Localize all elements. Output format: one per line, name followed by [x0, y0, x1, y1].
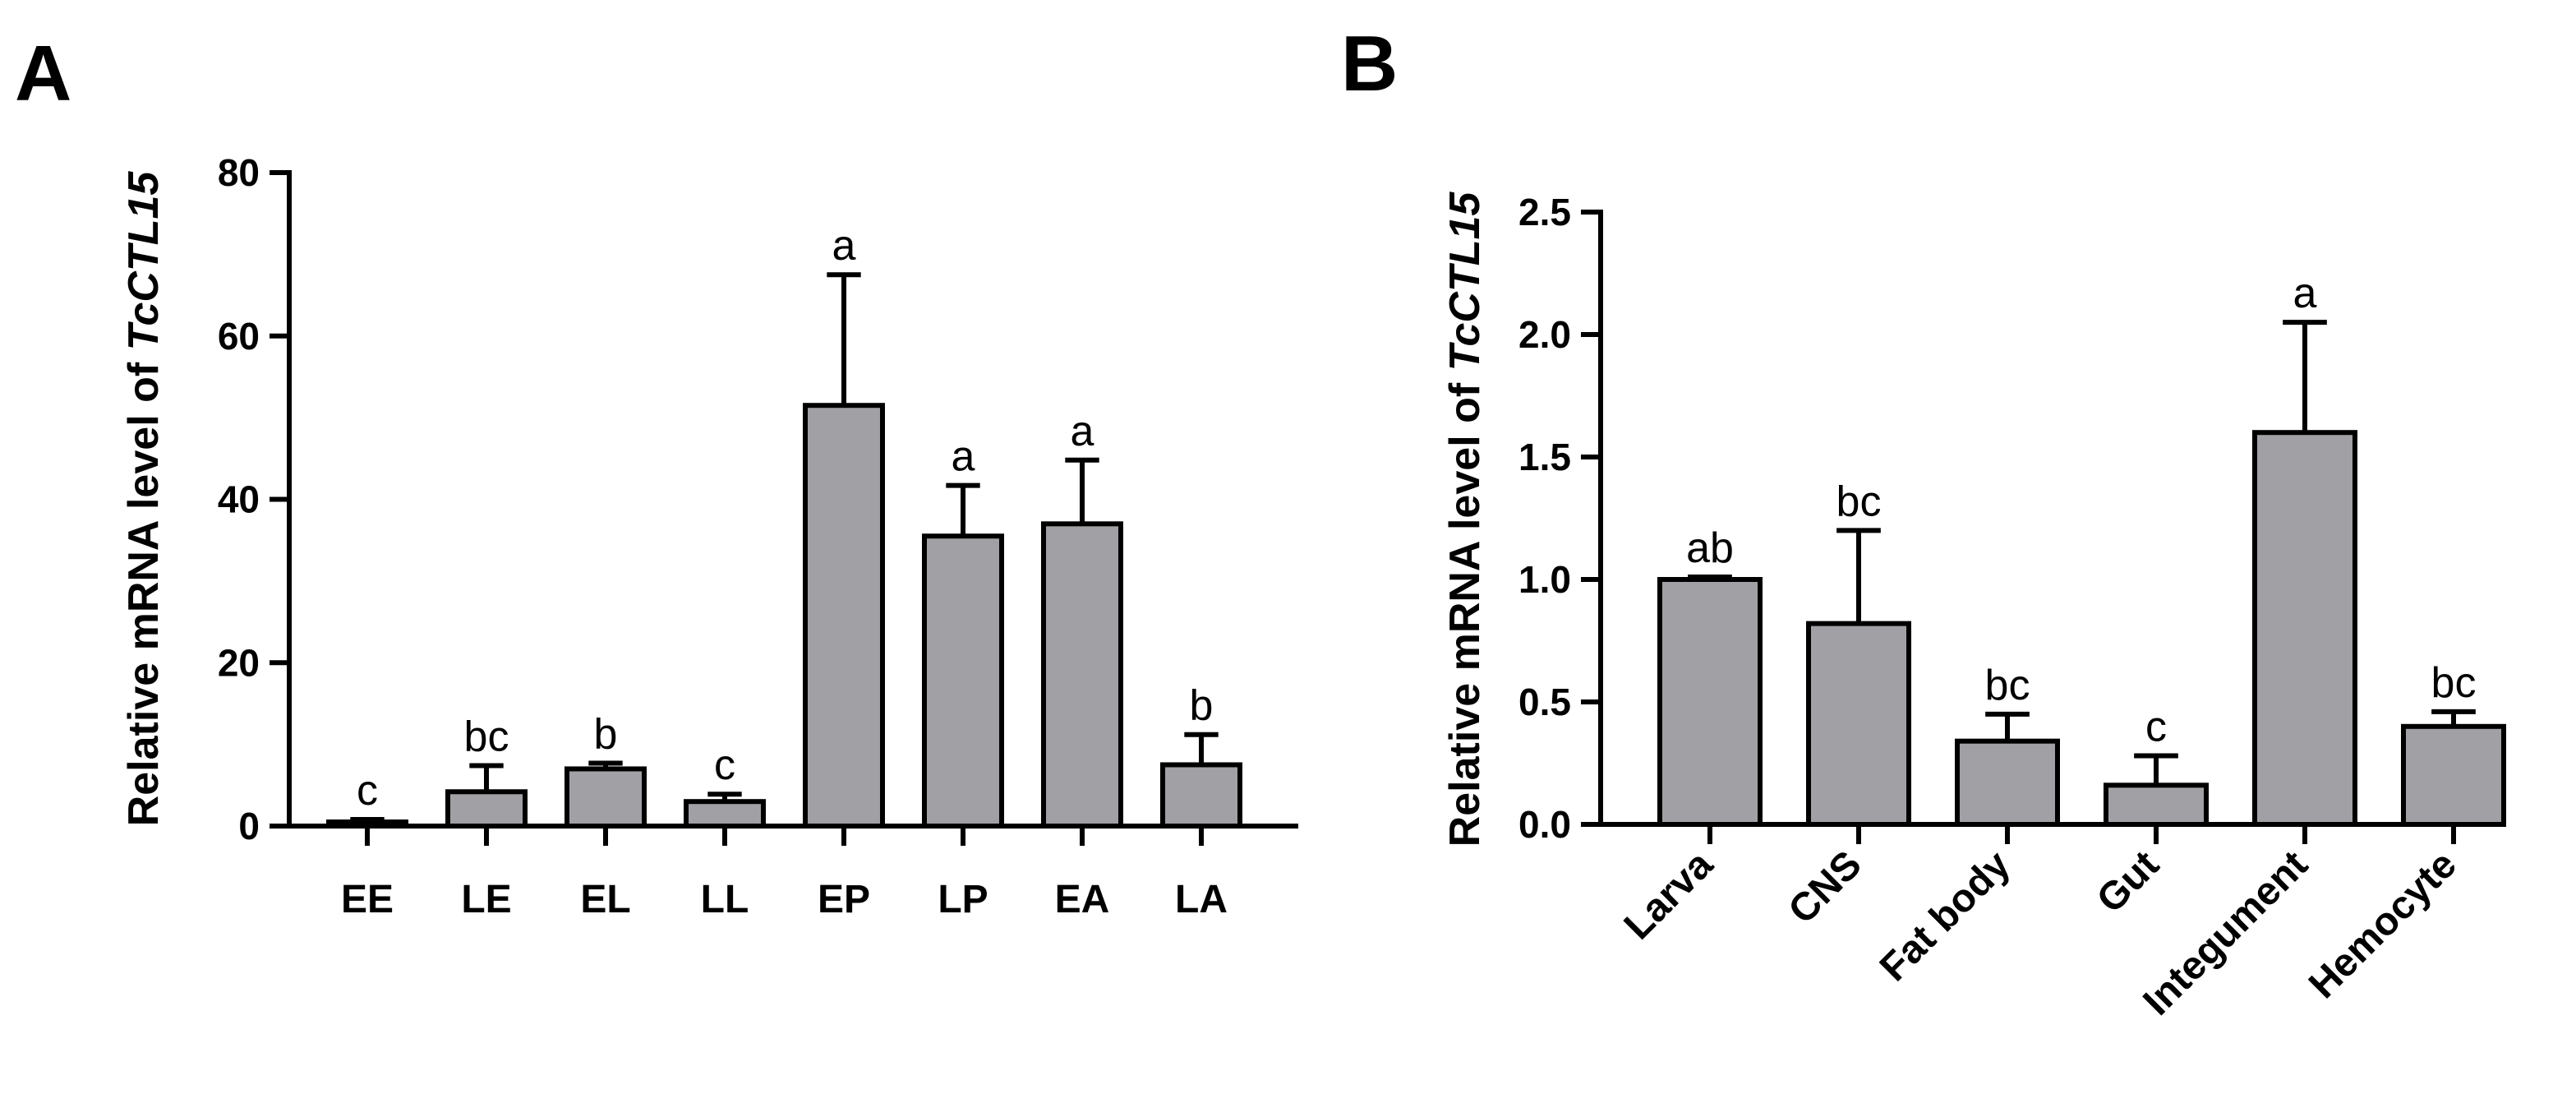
significance-label: a [2293, 270, 2317, 317]
significance-label: b [594, 710, 618, 758]
y-tick-label: 2.5 [1518, 191, 1571, 233]
panel-label: B [1341, 20, 1398, 108]
panel-a-chart: A 0 20 40 60 80 Relative mRNA level of TcCTL15… [15, 30, 1298, 921]
significance-label: bc [2431, 659, 2477, 707]
category-label: LE [461, 878, 511, 921]
bar [1955, 738, 2060, 827]
y-axis-label-gene: TcCTL15 [1441, 192, 1489, 372]
significance-label: c [2145, 704, 2167, 751]
y-tick-label: 1.0 [1518, 558, 1571, 601]
bar [326, 819, 408, 829]
category-label: Fat body [1872, 842, 2019, 990]
category-label: LA [1175, 878, 1228, 921]
bar [2252, 430, 2357, 827]
panel-b-chart: B 0.0 0.5 1.0 1.5 2.0 2.5 Relative mRNA level o… [1341, 20, 2506, 1024]
y-axis-label-gene: TcCTL15 [120, 171, 168, 351]
panel-label: A [15, 30, 71, 118]
y-axis-label-text: Relative mRNA level of [1441, 371, 1489, 847]
bar [2401, 723, 2506, 827]
y-axis-label: Relative mRNA level of TcCTL15 [120, 171, 168, 827]
category-label: EL [580, 878, 630, 921]
significance-label: a [952, 433, 975, 481]
bar [922, 533, 1004, 829]
significance-label: a [832, 222, 856, 270]
significance-label: b [1190, 682, 1214, 730]
significance-label: c [714, 741, 735, 789]
category-label: Larva [1616, 842, 1721, 948]
category-label: Gut [2089, 842, 2168, 921]
y-tick-label: 40 [218, 478, 260, 521]
category-label: CNS [1781, 842, 1870, 932]
significance-label: ab [1686, 524, 1734, 572]
y-tick-label: 60 [218, 315, 260, 358]
significance-label: bc [464, 713, 509, 760]
y-tick-label: 0 [238, 805, 260, 847]
category-label: Hemocyte [2301, 842, 2465, 1007]
bar [1160, 762, 1242, 829]
category-label: EA [1055, 878, 1110, 921]
y-tick-label: 1.5 [1518, 436, 1571, 478]
bar [803, 403, 885, 829]
category-label: LL [701, 878, 749, 921]
significance-label: bc [1836, 478, 1882, 525]
y-axis-label: Relative mRNA level of TcCTL15 [1441, 192, 1489, 847]
y-axis-label-text: Relative mRNA level of [120, 350, 168, 826]
bar [445, 789, 528, 829]
category-label: EP [818, 878, 870, 921]
y-tick-label: 0.5 [1518, 681, 1571, 723]
y-tick-label: 0.0 [1518, 803, 1571, 846]
significance-label: c [357, 767, 378, 815]
category-label: LP [938, 878, 988, 921]
y-tick-label: 80 [218, 151, 260, 194]
bar [565, 766, 647, 829]
bar [1657, 577, 1763, 827]
y-tick-label: 2.0 [1518, 313, 1571, 356]
significance-label: bc [1985, 662, 2030, 709]
category-label: EE [341, 878, 394, 921]
bar [684, 799, 766, 829]
bar [2104, 782, 2209, 828]
bar [1806, 621, 1911, 828]
y-tick-label: 20 [218, 641, 260, 684]
significance-label: a [1071, 408, 1094, 455]
bar [1041, 521, 1123, 829]
